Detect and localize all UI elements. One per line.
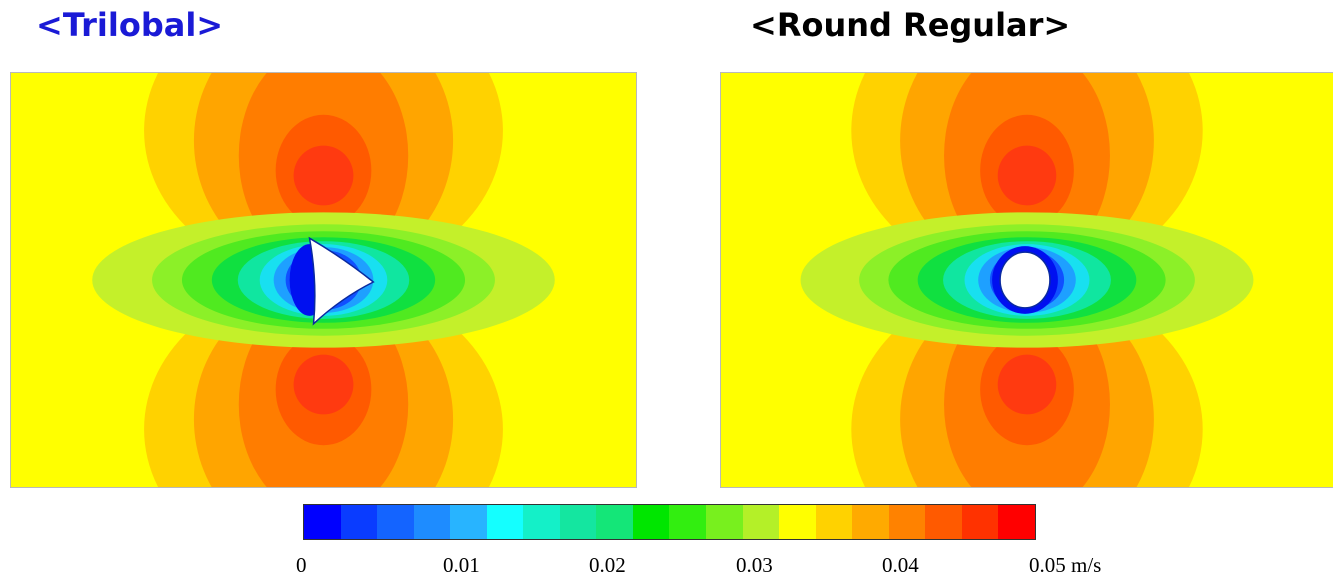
colorbar-segment (304, 505, 341, 539)
colorbar-segment (888, 505, 926, 539)
colorbar-segment (632, 505, 670, 539)
colorbar-segment (377, 505, 414, 539)
colorbar-segment (925, 505, 962, 539)
velocity-colorbar (303, 504, 1036, 540)
round-regular-contour-plot (720, 72, 1333, 488)
colorbar-segment (450, 505, 487, 539)
colorbar-segment (669, 505, 707, 539)
colorbar-segment (815, 505, 853, 539)
colorbar-segment (779, 505, 816, 539)
trilobal-title: <Trilobal> (36, 6, 224, 44)
round-regular-title: <Round Regular> (750, 6, 1071, 44)
colorbar-segment (706, 505, 743, 539)
colorbar-tick-label: 0.03 (736, 553, 773, 577)
colorbar-segment (961, 505, 999, 539)
upper-lobe-contour (293, 145, 354, 206)
colorbar-tick-label: 0.05 m/s (1029, 553, 1102, 577)
colorbar-segment (596, 505, 633, 539)
lower-lobe-contour (997, 354, 1057, 415)
colorbar-segment (340, 505, 378, 539)
colorbar-tick-label: 0.02 (589, 553, 626, 577)
colorbar-segment (559, 505, 597, 539)
colorbar-segment (998, 505, 1035, 539)
lower-lobe-contour (293, 354, 354, 415)
colorbar-tick-label: 0.04 (882, 553, 919, 577)
colorbar-tick-label: 0.01 (443, 553, 480, 577)
trilobal-fiber-cross-section (308, 236, 375, 326)
colorbar-segment (413, 505, 451, 539)
colorbar-segment (742, 505, 780, 539)
upper-lobe-contour (997, 145, 1057, 206)
colorbar-segment (852, 505, 889, 539)
trilobal-contour-plot (10, 72, 637, 488)
colorbar-segment (486, 505, 524, 539)
colorbar-segment (523, 505, 560, 539)
colorbar-tick-label: 0 (296, 553, 307, 577)
round-fiber-cross-section (999, 251, 1051, 309)
